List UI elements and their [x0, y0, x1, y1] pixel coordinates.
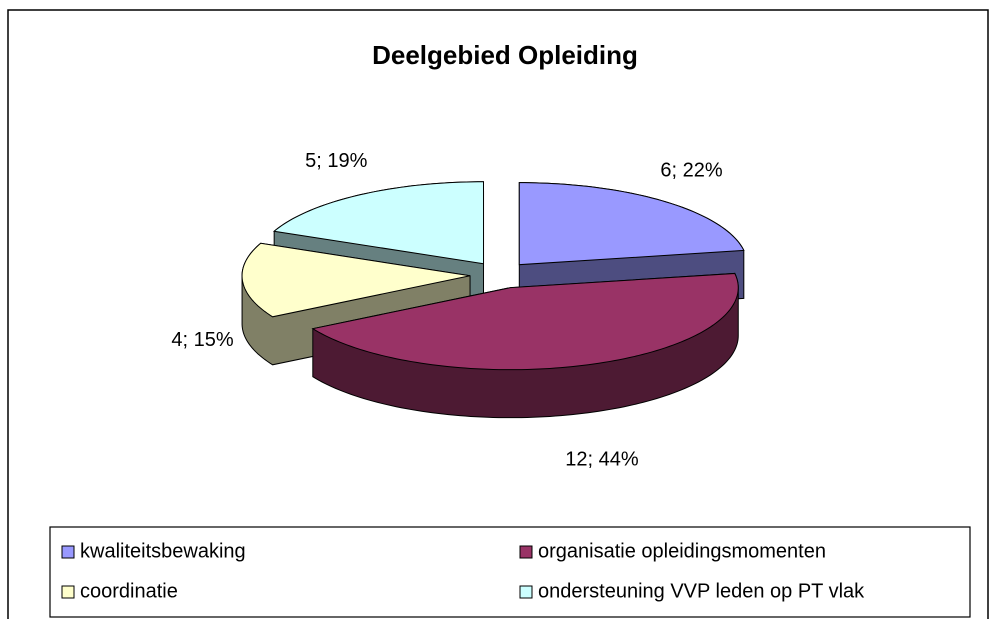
legend-box: [49, 526, 971, 618]
data-label: 4; 15%: [171, 329, 233, 351]
legend-label: organisatie opleidingsmomenten: [538, 540, 826, 562]
data-label: 6; 22%: [660, 159, 722, 181]
legend-swatch: [61, 545, 75, 559]
chart-title: Deelgebied Opleiding: [372, 40, 638, 70]
slice: [311, 272, 739, 371]
legend-swatch: [519, 585, 533, 599]
legend-label: ondersteuning VVP leden op PT vlak: [538, 580, 865, 602]
data-label: 12; 44%: [565, 449, 639, 471]
legend-label: kwaliteitsbewaking: [80, 540, 246, 562]
legend-label: coordinatie: [80, 580, 178, 602]
slice: [241, 242, 471, 318]
slice: [518, 182, 745, 266]
slice: [272, 181, 485, 265]
legend-swatch: [519, 545, 533, 559]
legend-swatch: [61, 585, 75, 599]
data-label: 5; 19%: [305, 150, 367, 172]
